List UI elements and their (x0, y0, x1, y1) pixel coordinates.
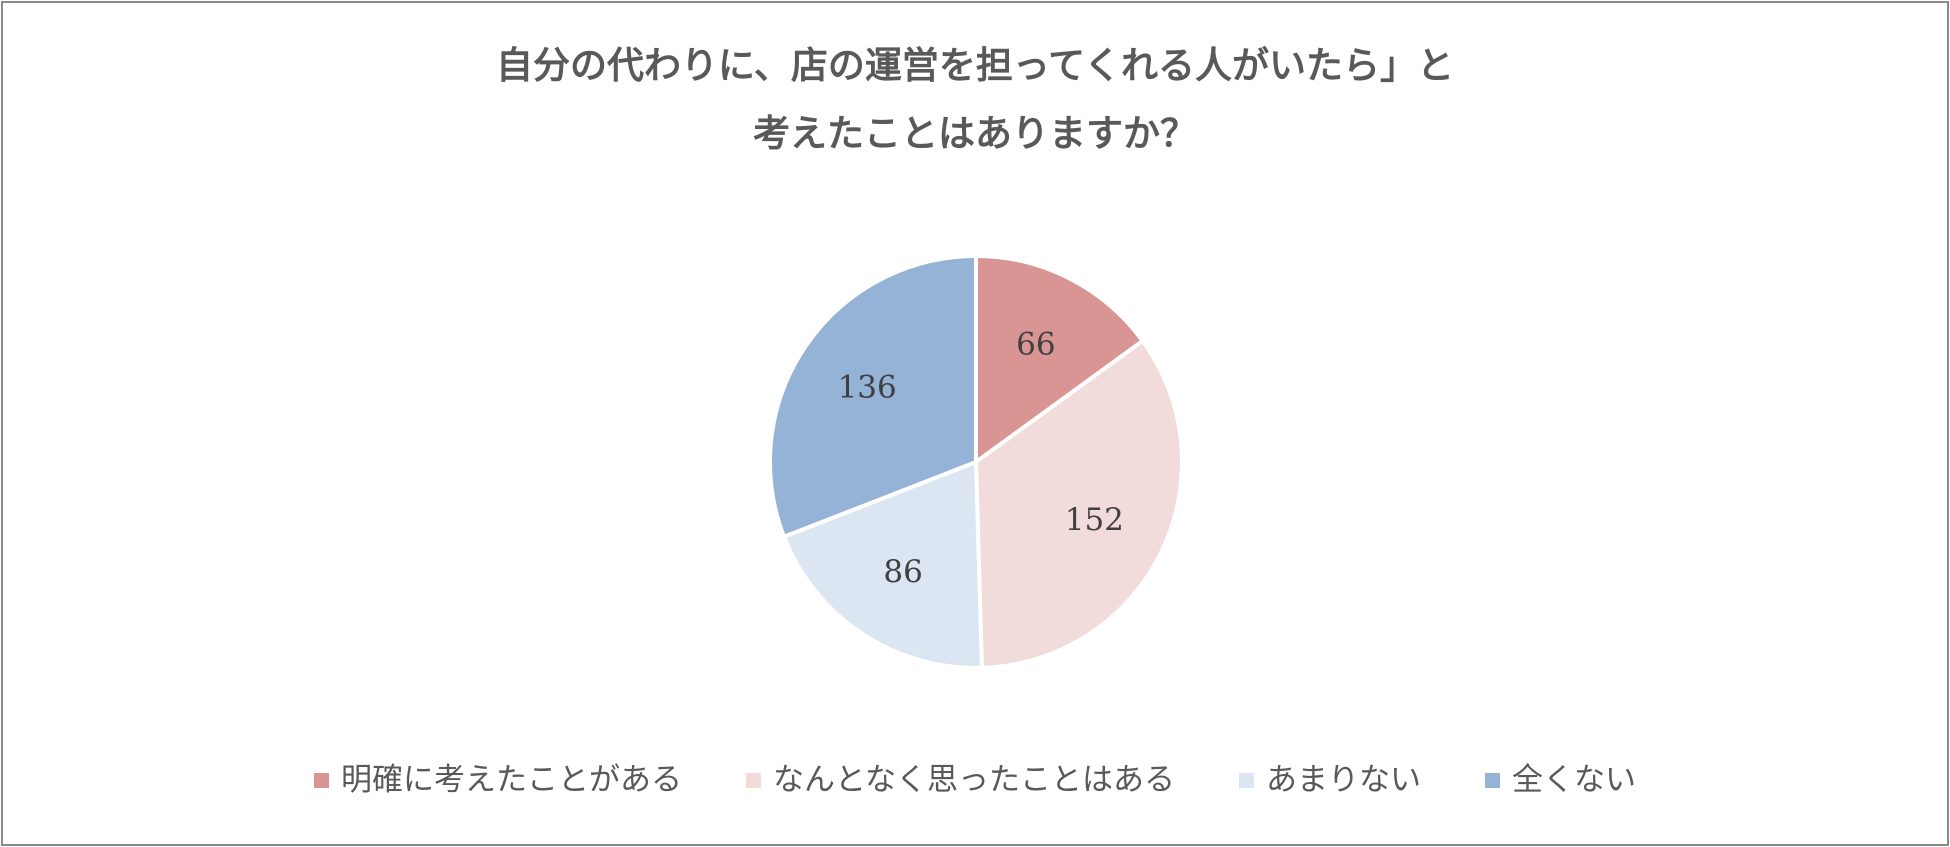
legend-swatch (745, 772, 761, 788)
pie-slice-vague (973, 338, 1185, 670)
pie-data-labels: 66 152 86 136 (838, 327, 1124, 590)
legend-item-clear: 明確に考えたことがある (313, 762, 682, 798)
pie-slice-clear (974, 253, 1146, 466)
legend-item-rarely: あまりない (1239, 762, 1421, 798)
legend-swatch (1239, 772, 1255, 788)
legend-label: なんとなく思ったことはある (772, 762, 1176, 798)
legend-swatch (313, 772, 329, 788)
pie-slices (768, 253, 1185, 670)
data-label-never: 136 (838, 370, 897, 406)
legend-item-never: 全くない (1485, 762, 1636, 798)
chart-title-line-2: 考えたことはありますか？ (753, 112, 1197, 155)
data-label-vague: 152 (1065, 502, 1124, 538)
data-label-rarely: 86 (883, 554, 922, 590)
pie-slice-never (768, 253, 978, 540)
chart-title-line-1: 自分の代わりに、店の運営を担ってくれる人がいたら」と (496, 44, 1454, 87)
legend-label: あまりない (1266, 762, 1422, 798)
legend-item-vague: なんとなく思ったことはある (745, 762, 1176, 798)
pie-slice-rarely (781, 459, 984, 670)
legend-label: 明確に考えたことがある (340, 762, 682, 798)
legend: 明確に考えたことがある なんとなく思ったことはある あまりない 全くない (0, 762, 1950, 798)
legend-label: 全くない (1512, 762, 1637, 798)
legend-swatch (1485, 772, 1501, 788)
data-label-clear: 66 (1016, 327, 1055, 363)
